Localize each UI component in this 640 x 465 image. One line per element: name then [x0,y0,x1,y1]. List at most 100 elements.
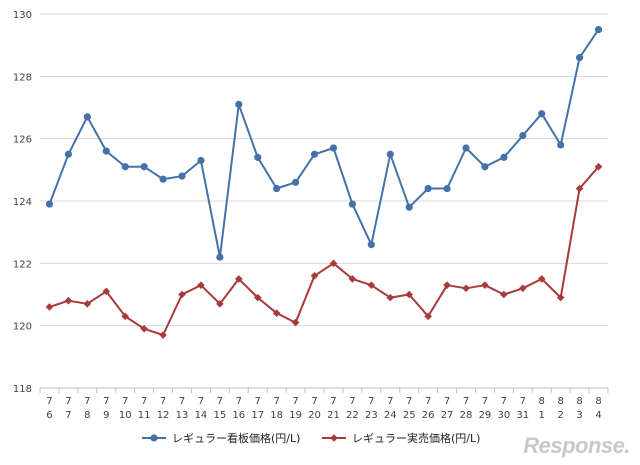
data-point [594,162,603,171]
x-tick-label-day: 7 [65,410,71,421]
data-point [310,150,319,158]
x-tick-label-month: 7 [330,396,336,407]
x-tick-label-day: 8 [84,410,90,421]
legend-label: レギュラー実売価格(円/L) [352,431,480,445]
x-tick-label-month: 8 [576,396,582,407]
data-point [575,184,584,193]
data-point [64,150,72,158]
x-tick-label-day: 27 [441,410,454,421]
data-point [121,163,129,171]
x-tick-label-month: 7 [103,396,109,407]
x-tick-label-day: 3 [576,410,582,421]
data-point [45,200,54,208]
x-tick-label-day: 20 [308,410,321,421]
data-point [329,144,338,152]
data-point [83,113,91,121]
data-point [386,150,394,158]
data-point [45,303,54,311]
x-tick-label-month: 7 [160,396,166,407]
legend-marker [330,434,338,442]
data-point [235,275,243,283]
data-point [443,281,451,289]
x-tick-label-month: 8 [539,396,545,407]
x-tick-label-day: 23 [365,410,378,421]
data-point [537,275,546,283]
y-tick-label: 128 [13,72,32,83]
data-point [310,272,319,280]
data-point [500,290,508,299]
data-point [367,241,375,249]
x-tick-label-month: 7 [520,396,526,407]
x-tick-label-month: 7 [368,396,374,407]
x-tick-label-day: 18 [270,410,283,421]
data-point [462,144,470,152]
data-point [424,312,432,321]
data-point [254,153,262,161]
x-tick-label-month: 7 [444,396,450,407]
data-point [405,203,413,211]
x-tick-label-month: 7 [141,396,147,407]
response-logo-watermark: Response. [523,433,630,458]
data-point [462,284,470,293]
x-tick-label-month: 7 [311,396,317,407]
data-point [197,156,205,165]
gridlines [40,13,608,327]
data-point [424,184,432,193]
x-tick-label-month: 7 [122,396,128,407]
data-point [140,324,148,333]
x-tick-label-day: 9 [103,410,109,421]
legend: レギュラー看板価格(円/L) レギュラー実売価格(円/L) [142,431,480,445]
x-tick-label-day: 26 [422,410,435,421]
data-point [329,259,338,268]
data-point [557,141,565,149]
x-tick-label-month: 7 [463,396,469,407]
data-point [576,54,584,62]
y-axis: 118 120 122 124 126 128 130 [13,10,32,395]
data-point [235,100,243,108]
data-point [121,312,129,321]
series-1 [45,25,603,261]
data-point [405,290,413,299]
series-layer [45,25,603,339]
legend-marker [150,434,158,442]
data-point [519,131,527,140]
x-tick-label-day: 10 [119,410,132,421]
data-point [272,309,281,317]
x-tick-label-day: 29 [479,410,492,421]
data-point [253,293,262,302]
x-tick-label-day: 11 [138,410,151,421]
x-tick-label-month: 7 [501,396,507,407]
data-point [292,178,300,186]
data-point [83,300,92,308]
x-tick-label-month: 7 [217,396,223,407]
data-point [64,296,73,305]
x-tick-label-day: 15 [213,410,226,421]
y-tick-label: 120 [13,322,32,333]
x-tick-label-month: 7 [425,396,431,407]
x-tick-label-day: 28 [460,410,473,421]
data-point [159,175,167,183]
data-point [140,163,148,171]
y-tick-label: 126 [13,135,32,146]
x-tick-label-month: 7 [292,396,298,407]
y-tick-label: 118 [13,384,32,395]
data-point [273,184,281,193]
data-point [367,281,376,289]
x-tick-label-month: 7 [198,396,204,407]
legend-item: レギュラー看板価格(円/L) [142,431,300,445]
x-tick-label-month: 8 [595,396,601,407]
x-tick-label-month: 7 [406,396,412,407]
x-tick-label-day: 2 [557,410,563,421]
y-tick-label: 124 [13,197,32,208]
x-tick-label-day: 24 [384,410,397,421]
series-line [49,166,600,336]
x-tick-label-month: 7 [236,396,242,407]
x-tick-label-day: 16 [232,410,245,421]
data-point [500,153,508,161]
data-point [178,290,186,299]
x-tick-label-month: 7 [179,396,185,407]
y-tick-label: 130 [13,10,32,21]
x-tick-label-month: 8 [557,396,563,407]
x-tick-label-day: 6 [46,410,52,421]
